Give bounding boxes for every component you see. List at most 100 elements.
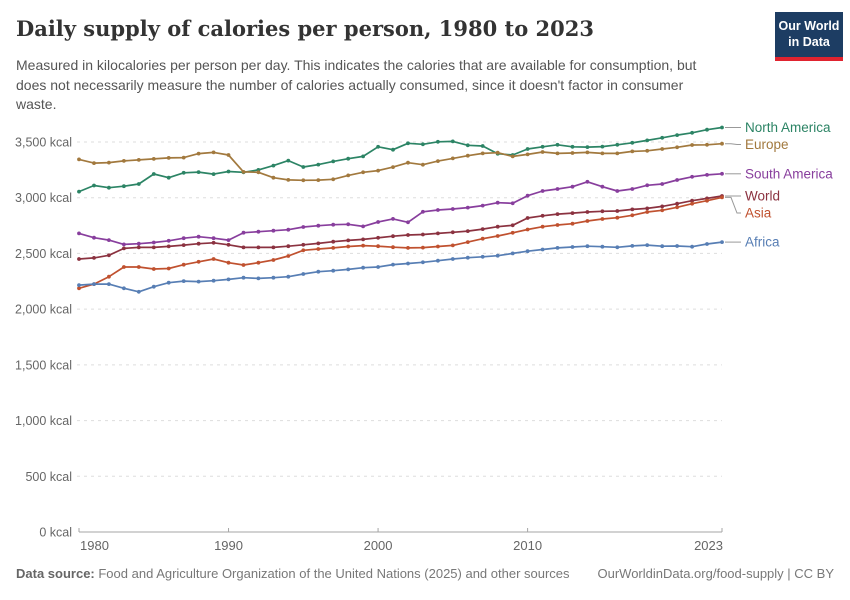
data-point	[301, 272, 306, 276]
data-point	[510, 230, 515, 235]
data-point	[720, 125, 724, 130]
data-point	[211, 278, 216, 283]
data-point	[421, 209, 425, 214]
data-point	[525, 147, 530, 151]
data-point	[107, 253, 111, 258]
data-point	[376, 235, 380, 240]
legend-connector	[725, 143, 741, 145]
series-line-world[interactable]	[78, 195, 723, 260]
line-chart-canvas[interactable]: 0 kcal 500 kcal 1,000 kcal 1,500 kcal 2,000 …	[0, 118, 850, 568]
data-point	[331, 177, 336, 182]
data-point	[151, 284, 156, 289]
data-point	[660, 147, 665, 151]
data-point	[286, 178, 291, 182]
data-point	[421, 260, 425, 265]
data-point	[436, 244, 440, 249]
data-point	[107, 274, 111, 279]
data-point	[316, 241, 321, 246]
data-point	[540, 189, 545, 193]
data-point	[301, 178, 306, 183]
data-point	[77, 157, 81, 162]
data-point	[630, 244, 635, 248]
data-point	[331, 246, 336, 250]
series-line-europe[interactable]	[78, 142, 723, 182]
data-point	[421, 142, 425, 147]
data-point	[436, 231, 440, 236]
data-point	[77, 189, 81, 194]
data-point	[166, 175, 171, 180]
data-point	[92, 183, 96, 188]
legend-label-europe[interactable]: Europe	[745, 137, 789, 152]
data-point	[495, 234, 500, 238]
data-point	[720, 171, 724, 176]
data-point	[495, 150, 500, 155]
series-line-asia[interactable]	[78, 196, 723, 290]
x-axis-tick-label: 1980	[80, 538, 109, 553]
data-point	[570, 184, 575, 189]
data-point	[136, 182, 141, 186]
data-point	[555, 212, 560, 216]
data-point	[376, 265, 380, 269]
legend-label-north-america[interactable]: North America	[745, 120, 831, 135]
data-point	[525, 152, 530, 157]
series-line-north-america[interactable]	[78, 126, 723, 193]
y-axis-tick-label: 500 kcal	[25, 470, 72, 484]
data-point	[166, 238, 171, 243]
data-point	[660, 204, 665, 209]
data-point	[331, 239, 336, 244]
data-point	[301, 165, 306, 169]
data-point	[450, 207, 455, 211]
data-point	[361, 237, 365, 242]
data-point	[645, 206, 650, 211]
data-point	[122, 159, 126, 163]
data-point	[211, 172, 216, 176]
data-point	[181, 279, 186, 283]
data-point	[151, 240, 156, 245]
data-point	[196, 241, 201, 246]
data-point	[391, 262, 395, 267]
data-point	[615, 215, 620, 220]
series-line-south-america[interactable]	[78, 172, 723, 246]
data-point	[720, 240, 724, 244]
data-point	[630, 187, 635, 191]
legend-label-asia[interactable]: Asia	[745, 206, 772, 221]
data-point	[211, 240, 216, 245]
data-point	[450, 156, 455, 161]
data-point	[585, 145, 590, 149]
data-point	[77, 286, 81, 291]
data-point	[525, 193, 530, 198]
data-point	[346, 173, 351, 178]
data-point	[226, 260, 231, 265]
data-point	[77, 231, 81, 236]
owid-logo-line2: in Data	[788, 35, 830, 50]
legend-label-africa[interactable]: Africa	[745, 235, 780, 250]
data-point	[421, 245, 425, 250]
data-point	[436, 208, 440, 212]
data-point	[600, 217, 605, 221]
data-point	[495, 253, 500, 258]
data-point	[122, 286, 126, 291]
legend-label-world[interactable]: World	[745, 189, 780, 204]
data-point	[92, 282, 96, 286]
data-point	[600, 184, 605, 189]
owid-link[interactable]: OurWorldinData.org/food-supply | CC BY	[597, 566, 834, 581]
owid-logo[interactable]: Our World in Data	[775, 12, 843, 61]
series-line-africa[interactable]	[78, 241, 723, 293]
data-point	[77, 257, 81, 261]
data-point	[166, 244, 171, 249]
legend-label-south-america[interactable]: South America	[745, 166, 833, 181]
data-point	[480, 236, 485, 241]
data-point	[361, 243, 365, 248]
data-point	[540, 144, 545, 149]
data-point	[361, 154, 365, 159]
data-point	[376, 244, 380, 249]
data-point	[391, 234, 395, 239]
y-axis-tick-label: 3,000 kcal	[15, 191, 72, 205]
data-point	[690, 174, 694, 179]
data-point	[316, 223, 321, 228]
data-point	[585, 179, 590, 184]
data-point	[346, 156, 351, 161]
owid-logo-line1: Our World	[778, 19, 840, 33]
data-point	[271, 275, 276, 280]
